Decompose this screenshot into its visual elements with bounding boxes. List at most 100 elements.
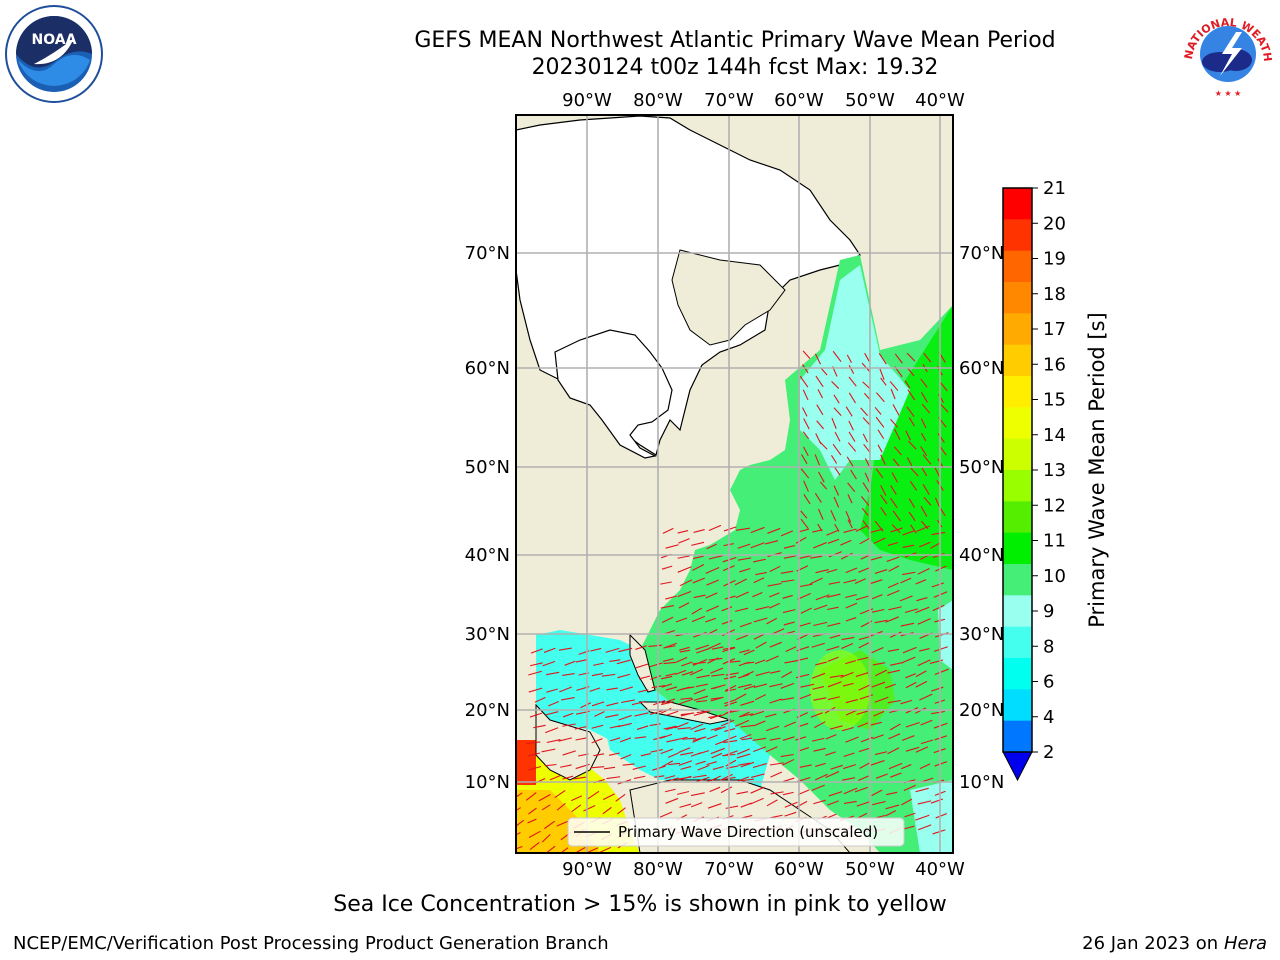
wave-arrow (880, 485, 887, 496)
wave-arrow (739, 734, 752, 740)
wave-arrow (834, 431, 841, 442)
wave-arrow (900, 699, 913, 705)
wave-arrow (750, 797, 764, 805)
wave-arrow (909, 480, 918, 491)
wave-arrow (739, 622, 752, 628)
wave-arrow (854, 578, 866, 584)
ocean-southeast-cyan (910, 780, 953, 853)
wave-arrow (692, 661, 706, 665)
wave-arrow (929, 659, 944, 664)
wave-arrow (780, 753, 794, 758)
mid-ocean-patch (810, 650, 870, 730)
wave-arrow (874, 569, 888, 574)
colorbar-tick-label: 9 (1043, 601, 1054, 622)
wave-arrow (840, 671, 854, 678)
colorbar-segment (1003, 626, 1032, 659)
wave-arrow (864, 352, 870, 362)
wave-arrow (735, 527, 750, 531)
wave-arrow (939, 381, 948, 392)
wave-arrow (802, 389, 809, 401)
wave-arrow (541, 833, 551, 843)
wave-arrow (855, 672, 869, 678)
wave-arrow (862, 433, 868, 443)
lat-label-right: 50°N (959, 457, 1004, 478)
wave-arrow (661, 698, 676, 704)
wave-arrow (930, 686, 944, 692)
wave-arrow (562, 750, 576, 756)
wave-arrow (681, 686, 695, 690)
wave-arrow (900, 764, 912, 770)
wave-arrow (780, 682, 795, 689)
wave-arrow (765, 540, 779, 545)
wave-arrow (728, 660, 741, 663)
wave-arrow (743, 649, 755, 656)
wave-arrow (905, 722, 920, 728)
wave-arrow (660, 605, 674, 609)
wave-arrow (725, 805, 739, 809)
wave-arrow (803, 418, 810, 430)
wave-arrow (906, 406, 915, 417)
wave-arrow (875, 669, 888, 677)
colorbar-tick-label: 15 (1043, 390, 1066, 411)
wave-arrow (675, 617, 688, 623)
wave-arrow (827, 606, 839, 611)
wave-arrow (858, 747, 870, 753)
wave-arrow (736, 791, 749, 795)
wave-arrow (826, 593, 841, 598)
wave-arrow (780, 570, 794, 574)
wave-arrow (829, 725, 843, 730)
wave-arrow (652, 765, 666, 771)
wave-arrow (799, 622, 811, 627)
wave-arrow (753, 683, 768, 688)
wave-arrow (813, 697, 827, 701)
wave-arrow (575, 737, 587, 741)
wave-arrow (890, 497, 898, 509)
wave-arrow (845, 406, 853, 417)
wave-arrow (752, 591, 763, 598)
wave-arrow (662, 658, 674, 662)
wave-arrow (661, 675, 673, 680)
colorbar-tick-label: 4 (1043, 707, 1054, 728)
wave-arrow (546, 688, 558, 693)
wave-arrow (933, 646, 948, 652)
wave-arrow (549, 775, 561, 781)
wave-arrow (606, 702, 619, 707)
wave-arrow (888, 733, 901, 740)
wave-arrow (887, 589, 900, 597)
wave-arrow (797, 789, 810, 796)
wave-arrow (887, 699, 901, 704)
wave-arrow (874, 619, 888, 624)
wave-arrow (940, 404, 949, 413)
wave-arrow (894, 428, 901, 441)
lat-label-left: 30°N (465, 624, 510, 645)
wave-arrow (874, 751, 888, 756)
wave-arrow (605, 714, 619, 718)
wave-arrow (736, 634, 748, 641)
wave-arrow (692, 658, 708, 666)
wave-arrow (848, 365, 855, 374)
wave-arrow (860, 496, 870, 506)
wave-arrow (905, 746, 920, 752)
wave-arrow (902, 571, 916, 576)
hudson-bay (554, 329, 673, 459)
wave-arrow (785, 646, 797, 653)
wave-arrow (799, 375, 809, 388)
colorbar-segment (1003, 532, 1032, 565)
wave-arrow (855, 595, 869, 601)
wave-arrow (709, 714, 722, 720)
wave-arrow (899, 595, 913, 602)
wave-arrow (677, 727, 691, 730)
wave-arrow (601, 673, 616, 677)
wave-arrow (769, 592, 780, 598)
title-line-2: 20230124 t00z 144h fcst Max: 19.32 (531, 55, 939, 80)
colorbar-tick-label: 20 (1043, 213, 1066, 234)
wave-arrow (847, 482, 856, 493)
colorbar-segment (1003, 470, 1032, 502)
wave-arrow (710, 747, 725, 755)
wave-arrow (692, 774, 707, 779)
wave-arrow (800, 683, 815, 688)
wave-arrow (743, 685, 756, 691)
lat-label-right: 20°N (959, 700, 1004, 721)
wave-arrow (815, 773, 828, 781)
wave-arrow (591, 724, 604, 729)
